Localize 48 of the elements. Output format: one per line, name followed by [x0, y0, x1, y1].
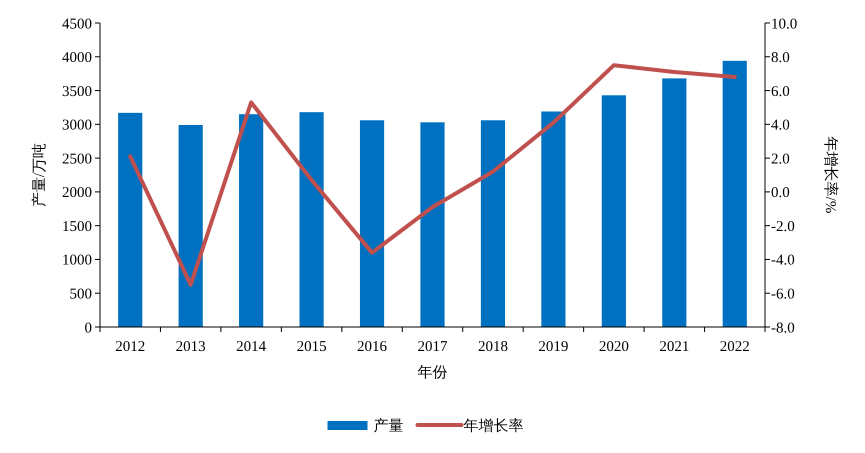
- x-tick-label: 2019: [538, 339, 568, 355]
- y2-axis-title: 年增长率/%: [822, 136, 839, 214]
- y-tick-label: 2000: [62, 185, 92, 202]
- bar: [360, 120, 384, 327]
- y-axis-title: 产量/万吨: [31, 142, 48, 208]
- y-tick-label: 0: [84, 320, 92, 336]
- y-tick-label: 1000: [62, 252, 92, 269]
- y2-tick-label: -6.0: [771, 286, 795, 302]
- y2-tick-label: 6.0: [771, 84, 790, 100]
- x-tick-label: 2022: [720, 339, 750, 355]
- bar: [480, 120, 506, 327]
- y2-tick-label: -8.0: [771, 320, 795, 336]
- y-tick-label: 4000: [62, 50, 92, 66]
- y-tick-label: 1500: [62, 218, 92, 235]
- x-tick-label: 2013: [176, 339, 206, 355]
- x-axis-title: 年份: [418, 364, 448, 381]
- line-series: [128, 63, 737, 287]
- x-tick-label: 2017: [418, 339, 448, 355]
- bar: [662, 78, 686, 327]
- y-tick-label: 500: [70, 286, 92, 302]
- y-tick-label: 3000: [62, 118, 92, 134]
- bar: [178, 125, 203, 327]
- legend-label: 产量: [374, 417, 404, 434]
- y-tick-label: 4500: [62, 16, 92, 32]
- y-tick-label: 3500: [62, 84, 92, 100]
- x-tick-label: 2016: [357, 339, 388, 355]
- y2-tick-label: 2.0: [771, 151, 790, 168]
- bar: [602, 95, 626, 327]
- x-tick-label: 2018: [478, 339, 508, 355]
- y2-tick-label: -2.0: [771, 218, 795, 235]
- bar: [300, 112, 324, 327]
- x-tick-label: 2015: [296, 339, 327, 355]
- x-tick-label: 2021: [659, 339, 690, 355]
- y2-tick-label: 4.0: [771, 118, 790, 134]
- bar: [118, 112, 142, 327]
- y2-tick-label: 0.0: [771, 185, 790, 202]
- legend-label: 年增长率: [464, 417, 524, 434]
- x-tick-label: 2020: [598, 339, 629, 355]
- bar: [722, 60, 747, 327]
- y2-tick-label: -4.0: [771, 252, 795, 269]
- bar: [541, 112, 566, 327]
- x-tick-label: 2012: [115, 339, 146, 355]
- bar: [420, 122, 445, 327]
- y-tick-label: 2500: [62, 151, 92, 168]
- y2-tick-label: 8.0: [771, 50, 790, 66]
- y2-tick-label: 10.0: [771, 16, 798, 32]
- bar: [239, 114, 264, 327]
- x-tick-label: 2014: [236, 339, 267, 355]
